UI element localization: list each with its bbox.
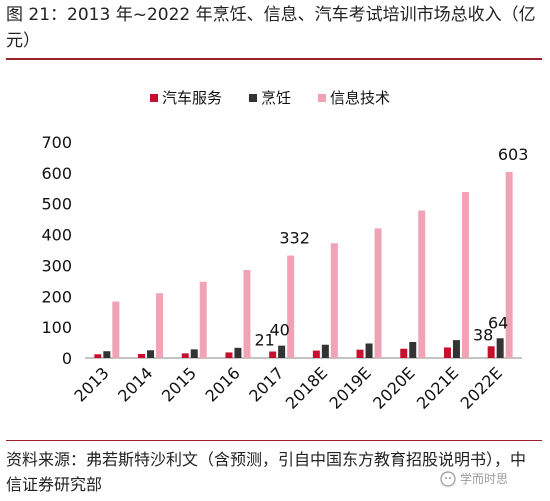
bar-0-5 — [312, 350, 320, 358]
bar-2-8 — [461, 191, 469, 358]
x-axis: 2013 2014 2015 2016 20172018E2019E2020E2021E… — [70, 357, 522, 413]
legend-label-0: 汽车服务 — [162, 89, 222, 107]
bar-2-9 — [505, 171, 513, 358]
bar-1-8 — [452, 340, 460, 358]
legend-label-2: 信息技术 — [330, 89, 390, 107]
x-tick-label-6: 2019E — [326, 363, 375, 412]
bar-2-5 — [330, 243, 338, 358]
bar-0-1 — [138, 353, 146, 358]
bar-2-0 — [112, 301, 120, 358]
watermark-text: 学而时思 — [460, 472, 509, 486]
bar-1-3 — [234, 347, 242, 358]
bar-1-1 — [147, 350, 155, 358]
x-tick-label-9: 2022E — [457, 363, 506, 412]
bar-2-7 — [418, 210, 426, 358]
bar-0-3 — [225, 352, 233, 358]
bar-1-6 — [365, 343, 373, 358]
bar-0-4 — [269, 351, 277, 358]
bars — [94, 171, 513, 358]
legend-swatch-0 — [150, 94, 158, 102]
y-tick-label-6: 600 — [41, 164, 72, 183]
bar-0-6 — [356, 349, 364, 358]
x-tick-label-1: 2014 — [114, 363, 156, 405]
y-tick-label-0: 0 — [62, 349, 72, 368]
source-rule — [6, 440, 542, 441]
y-axis: 0 100 200 300 400 500 600 700 — [41, 133, 72, 368]
x-tick-label-8: 2021E — [413, 363, 462, 412]
data-label-4: 64 — [488, 313, 508, 332]
y-tick-label-1: 100 — [41, 318, 72, 337]
legend-label-1: 烹饪 — [261, 89, 291, 107]
legend-swatch-2 — [318, 94, 326, 102]
data-label-0: 21 — [254, 331, 274, 350]
x-tick-label-7: 2020E — [369, 363, 418, 412]
bar-1-5 — [321, 344, 329, 358]
figure-title: 图 21：2013 年~2022 年烹饪、信息、汽车考试培训市场总收入（亿元） — [6, 5, 536, 51]
bar-2-3 — [243, 270, 251, 358]
y-tick-label-4: 400 — [41, 226, 72, 245]
x-tick-label-0: 2013 — [70, 363, 112, 405]
bar-1-9 — [496, 338, 504, 358]
bar-1-0 — [103, 351, 111, 358]
x-tick-label-3: 2016 — [202, 363, 244, 405]
legend-swatch-1 — [249, 94, 257, 102]
bar-2-4 — [287, 255, 295, 358]
data-label-3: 38 — [473, 325, 493, 344]
data-label-1: 40 — [269, 321, 289, 340]
legend: 汽车服务 烹饪 信息技术 — [150, 89, 390, 107]
title-rule — [6, 58, 542, 60]
source-note: 资料来源：弗若斯特沙利文（含预测，引自中国东方教育招股说明书），中信证券研究部 — [6, 450, 527, 494]
data-label-2: 332 — [279, 229, 310, 248]
bar-1-4 — [278, 345, 286, 358]
x-tick-label-2: 2015 — [158, 363, 200, 405]
bar-0-8 — [443, 347, 451, 358]
bar-1-7 — [409, 341, 417, 358]
bar-0-0 — [94, 354, 102, 358]
watermark: 学而时思 — [440, 470, 508, 487]
x-tick-label-5: 2018E — [282, 363, 331, 412]
bar-2-1 — [156, 293, 164, 358]
bar-0-2 — [181, 353, 189, 358]
bar-2-6 — [374, 228, 382, 358]
bar-0-9 — [487, 346, 495, 358]
bar-0-7 — [400, 348, 408, 358]
bar-1-2 — [190, 349, 198, 358]
data-label-5: 603 — [498, 145, 529, 164]
bar-2-2 — [199, 281, 207, 358]
y-tick-label-2: 200 — [41, 287, 72, 306]
y-tick-label-5: 500 — [41, 195, 72, 214]
watermark-logo-icon — [440, 470, 456, 487]
y-tick-label-7: 700 — [41, 133, 72, 152]
y-tick-label-3: 300 — [41, 256, 72, 275]
